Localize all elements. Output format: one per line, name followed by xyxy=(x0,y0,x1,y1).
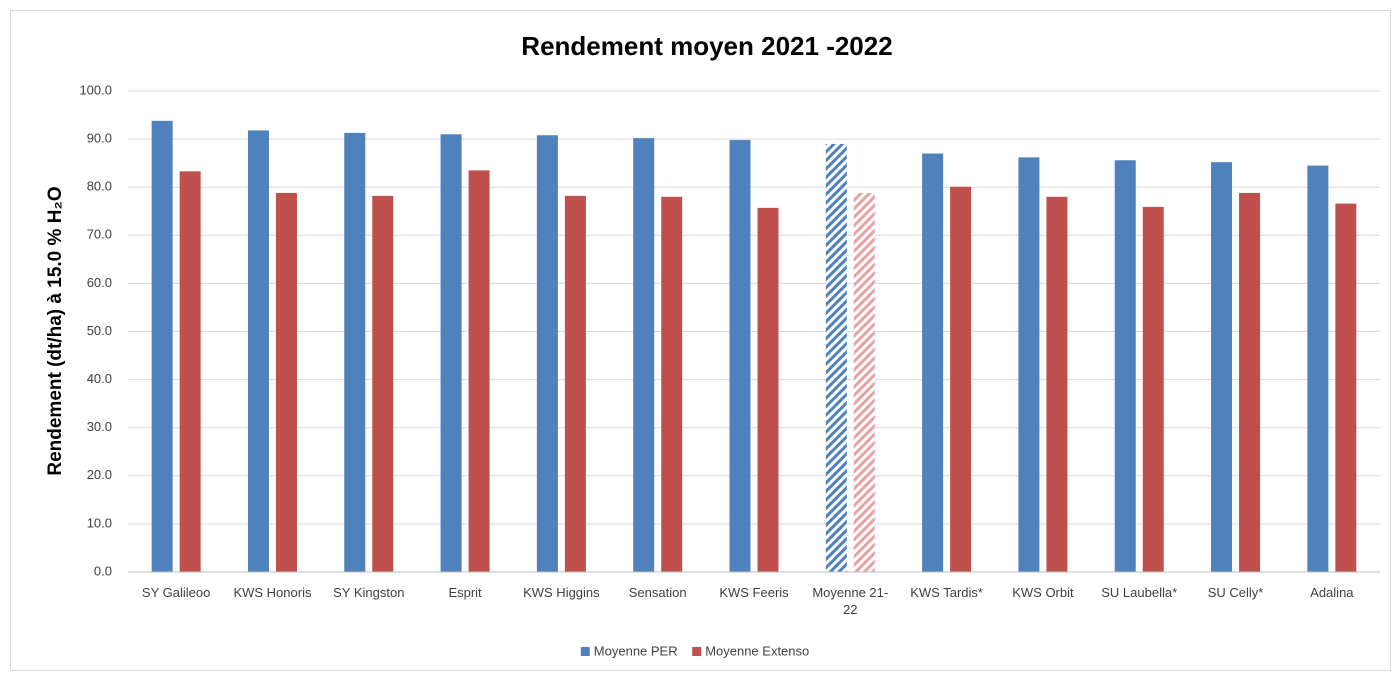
x-tick-label: KWS Orbit xyxy=(1012,585,1074,600)
legend-label: Moyenne PER xyxy=(594,643,678,658)
legend-label: Moyenne Extenso xyxy=(705,643,809,658)
x-tick-label: Sensation xyxy=(628,585,687,600)
bar xyxy=(1114,160,1136,572)
bar xyxy=(440,134,462,573)
bar xyxy=(922,153,944,572)
bar xyxy=(853,192,875,573)
y-tick-label: 70.0 xyxy=(87,227,112,242)
bar xyxy=(825,143,847,572)
bar xyxy=(179,171,201,572)
y-tick-label: 50.0 xyxy=(87,323,112,338)
bar xyxy=(151,120,173,573)
bar xyxy=(1142,206,1164,572)
x-tick-label: Adalina xyxy=(1310,585,1354,600)
bar xyxy=(729,140,751,572)
bar xyxy=(536,135,558,572)
chart-border xyxy=(10,10,1391,671)
y-axis-label: Rendement (dt/ha) à 15.0 % H₂O xyxy=(45,186,66,475)
x-tick-label: KWS Higgins xyxy=(523,585,600,600)
bar xyxy=(661,196,683,572)
x-tick-label: KWS Feeris xyxy=(719,585,789,600)
y-tick-label: 80.0 xyxy=(87,179,112,194)
y-tick-label: 10.0 xyxy=(87,515,112,530)
bar xyxy=(1211,162,1233,573)
bar xyxy=(1307,165,1329,572)
bar xyxy=(1046,196,1068,572)
bar xyxy=(275,192,297,573)
legend-swatch xyxy=(580,647,590,656)
x-tick-label: SU Celly* xyxy=(1207,585,1264,600)
y-tick-label: 60.0 xyxy=(87,275,112,290)
bar xyxy=(633,138,655,572)
bar xyxy=(372,195,394,572)
bar xyxy=(247,130,269,572)
bar xyxy=(757,207,779,572)
y-tick-label: 90.0 xyxy=(87,131,112,146)
chart-title: Rendement moyen 2021 -2022 xyxy=(521,31,892,61)
bar xyxy=(468,170,490,573)
bar xyxy=(1335,203,1357,572)
legend-swatch xyxy=(692,647,702,656)
y-tick-label: 0.0 xyxy=(94,563,112,578)
bar xyxy=(564,195,586,572)
x-tick-label: SY Galileoo xyxy=(141,585,211,600)
y-tick-label: 30.0 xyxy=(87,419,112,434)
x-tick-label: KWS Honoris xyxy=(233,585,312,600)
y-tick-label: 20.0 xyxy=(87,467,112,482)
x-tick-label: SU Laubella* xyxy=(1101,585,1178,600)
x-tick-label: Esprit xyxy=(448,585,482,600)
bar xyxy=(950,186,972,572)
bar xyxy=(344,132,366,573)
x-tick-label: SY Kingston xyxy=(333,585,405,600)
x-tick-label: KWS Tardis* xyxy=(910,585,983,600)
bar xyxy=(1239,192,1261,573)
bar xyxy=(1018,157,1040,573)
y-tick-label: 100.0 xyxy=(79,82,112,97)
x-tick-label: Moyenne 21-22 xyxy=(812,585,889,617)
y-tick-label: 40.0 xyxy=(87,371,112,386)
